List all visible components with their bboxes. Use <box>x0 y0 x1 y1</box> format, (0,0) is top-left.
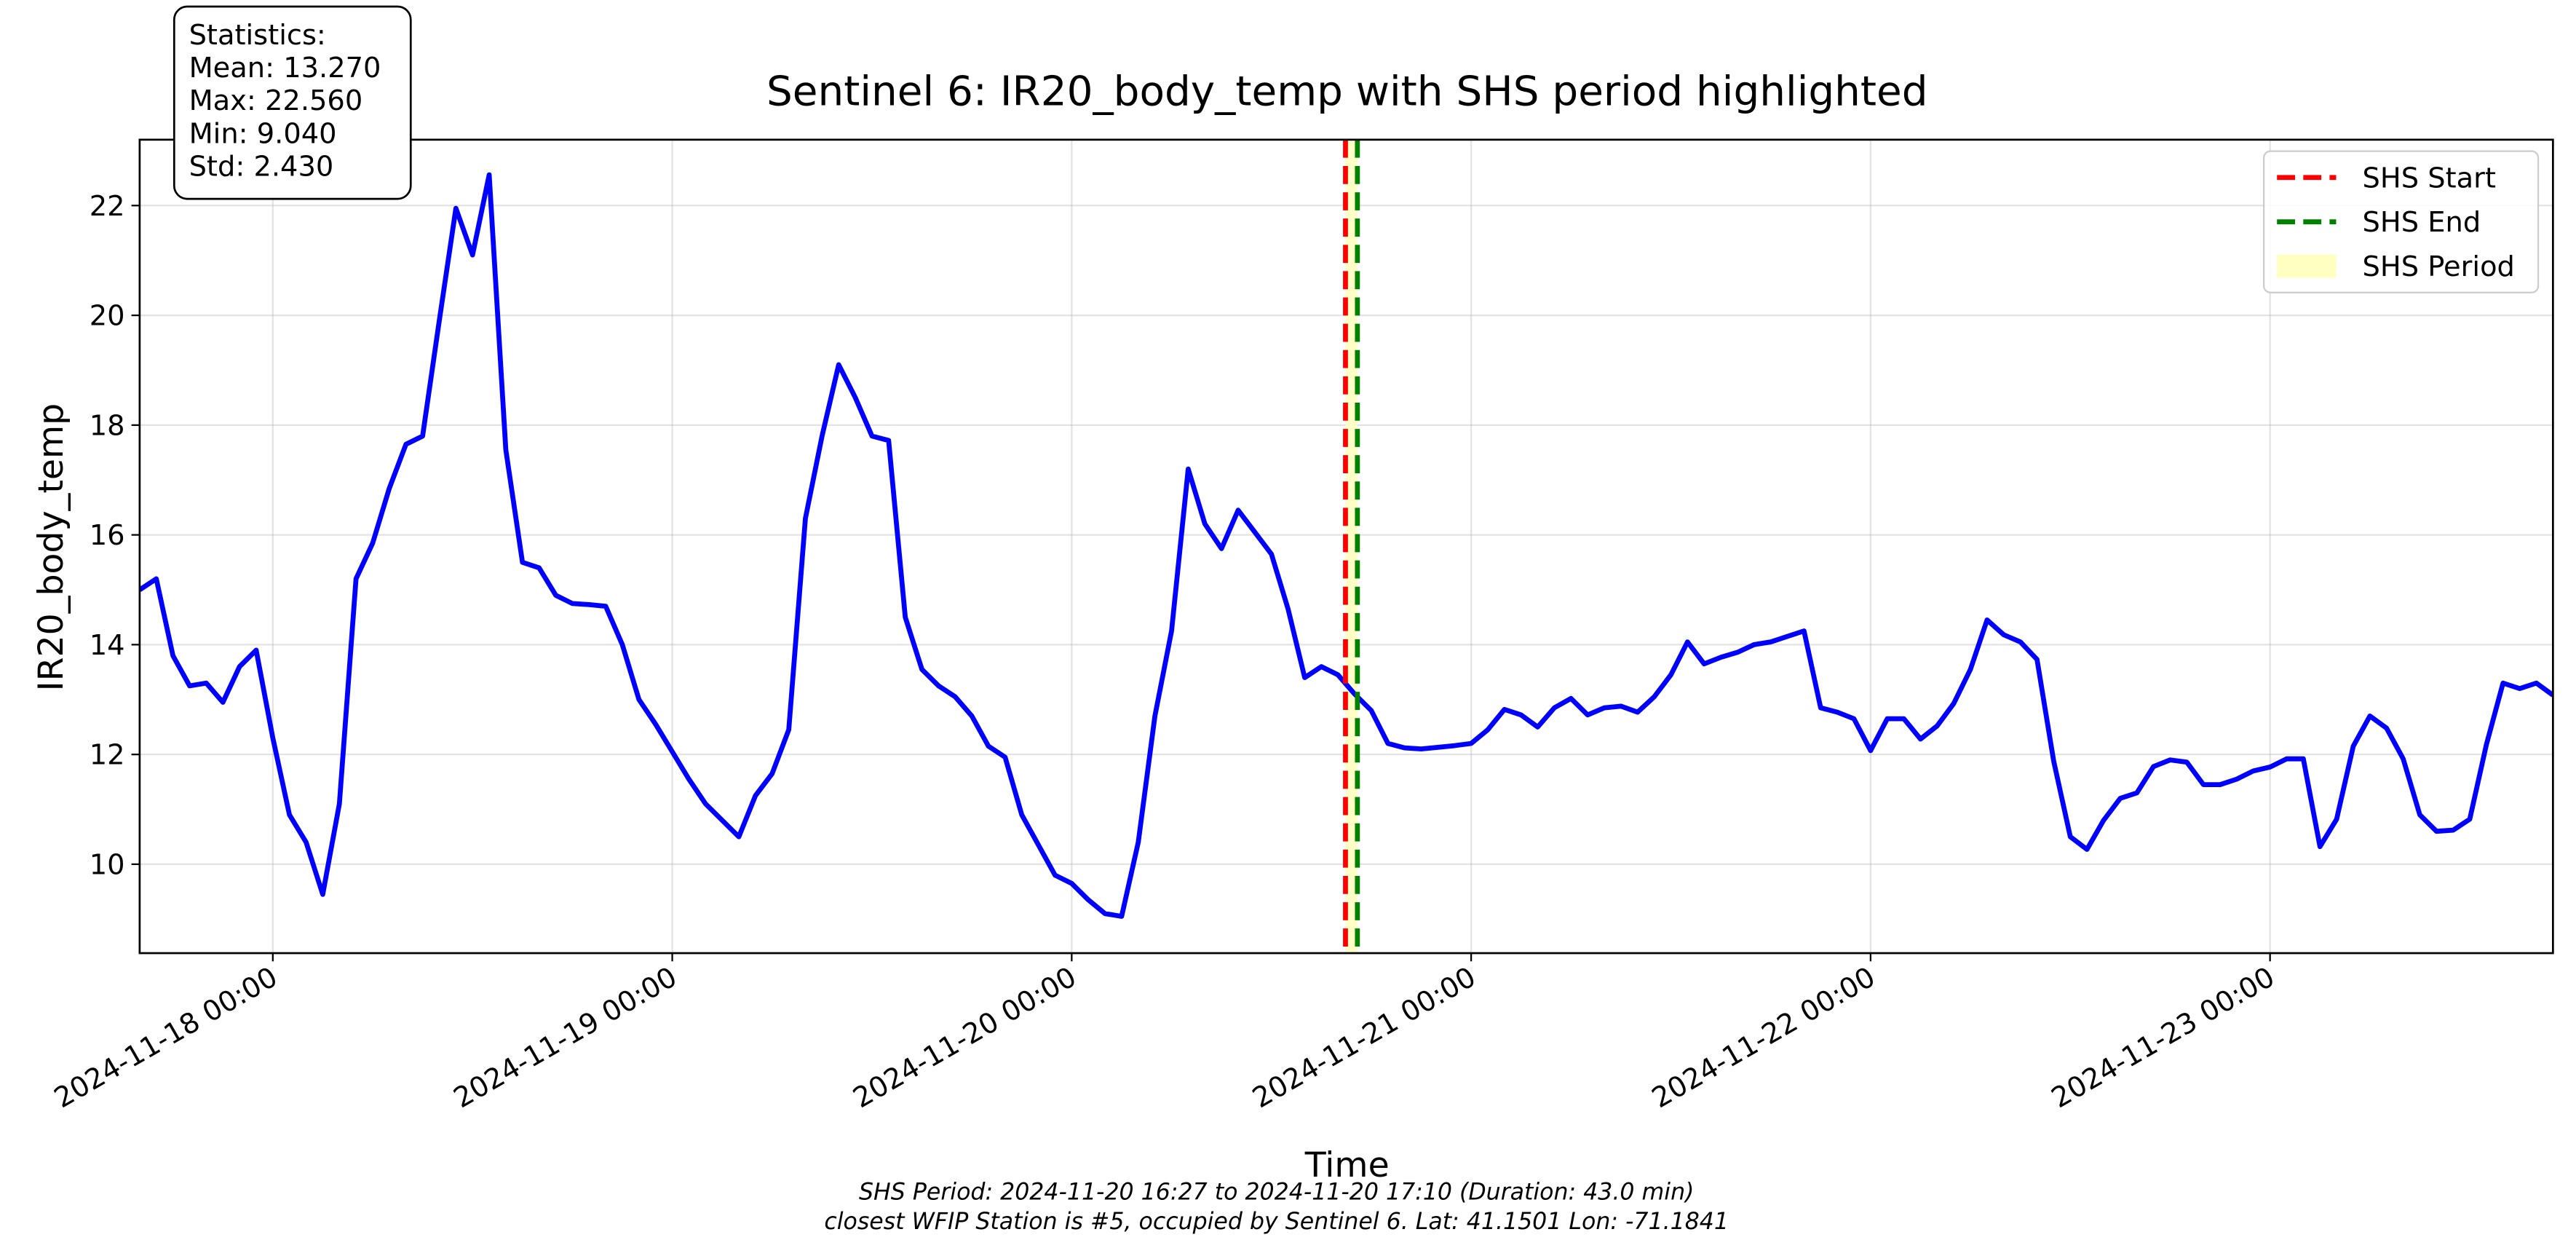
data-line <box>139 172 2553 919</box>
footnote: SHS Period: 2024-11-20 16:27 to 2024-11-… <box>859 1180 1694 1206</box>
x-tick-label: 2024-11-22 00:00 <box>1646 960 1881 1115</box>
y-tick-label: 12 <box>90 739 125 772</box>
x-tick-label: 2024-11-21 00:00 <box>1247 960 1481 1115</box>
stats-line: Max: 22.560 <box>189 84 363 117</box>
stats-line: Std: 2.430 <box>189 150 334 183</box>
stats-line: Min: 9.040 <box>189 117 337 150</box>
x-tick-label: 2024-11-18 00:00 <box>49 960 283 1115</box>
footnote: closest WFIP Station is #5, occupied by … <box>824 1209 1729 1235</box>
legend-label: SHS Period <box>2363 250 2515 283</box>
stats-box <box>173 5 412 200</box>
legend-label: SHS End <box>2363 206 2481 239</box>
x-tick-label: 2024-11-20 00:00 <box>848 960 1082 1115</box>
y-tick-label: 18 <box>90 409 125 442</box>
y-tick-label: 14 <box>90 629 125 662</box>
stats-line: Mean: 13.270 <box>189 52 381 84</box>
shs-period <box>1345 139 1358 954</box>
stats-line: Statistics: <box>189 19 326 52</box>
chart-title: Sentinel 6: IR20_body_temp with SHS peri… <box>766 68 1928 115</box>
legend-label: SHS Start <box>2363 162 2496 194</box>
y-tick-label: 16 <box>90 519 125 552</box>
y-axis-label: IR20_body_temp <box>31 403 71 692</box>
y-tick-label: 20 <box>90 300 125 333</box>
x-axis-label: Time <box>1304 1145 1390 1185</box>
x-tick-label: 2024-11-19 00:00 <box>448 960 683 1115</box>
legend-swatch <box>2277 254 2337 278</box>
y-tick-label: 10 <box>90 848 125 881</box>
x-tick-label: 2024-11-23 00:00 <box>2046 960 2280 1115</box>
y-tick-label: 22 <box>90 190 125 223</box>
plot-frame <box>138 138 2554 955</box>
